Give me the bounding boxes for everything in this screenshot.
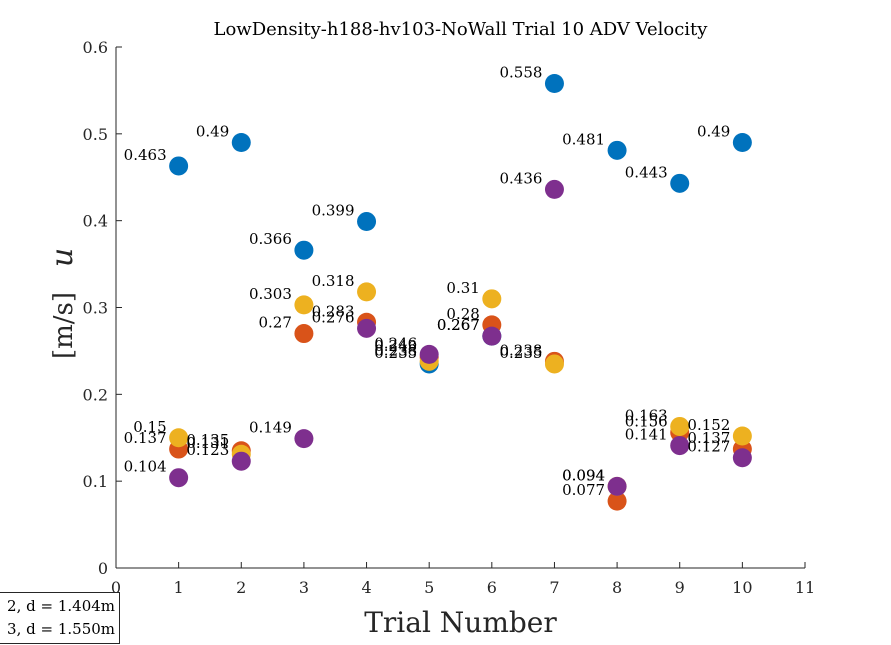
x-tick-label: 9 [675, 578, 685, 597]
data-label: 0.235 [374, 344, 417, 362]
data-label: 0.267 [437, 316, 480, 334]
x-tick-label: 10 [732, 578, 752, 597]
data-label: 0.141 [625, 426, 668, 444]
y-tick-label: 0.3 [83, 299, 108, 318]
x-tick-label: 7 [549, 578, 559, 597]
data-point [419, 344, 439, 364]
data-point [169, 428, 189, 448]
data-label: 0.238 [374, 341, 417, 359]
data-label: 0.135 [186, 431, 229, 449]
data-label: 0.137 [124, 429, 167, 447]
x-tick-label: 1 [174, 578, 184, 597]
data-label: 0.094 [562, 466, 605, 484]
data-point [732, 133, 752, 153]
legend: 2, d = 1.404m 3, d = 1.550m [0, 592, 120, 644]
data-point [482, 326, 502, 346]
data-label: 0.123 [186, 441, 229, 459]
data-label: 0.127 [687, 438, 730, 456]
data-label: 0.399 [312, 202, 355, 220]
data-label: 0.15 [133, 418, 166, 436]
data-label: 0.318 [312, 272, 355, 290]
data-label: 0.366 [249, 230, 292, 248]
data-label: 0.235 [500, 344, 543, 362]
data-label: 0.137 [687, 429, 730, 447]
data-label: 0.28 [446, 305, 479, 323]
data-label: 0.163 [625, 406, 668, 424]
data-label: 0.149 [249, 419, 292, 437]
data-point [169, 156, 189, 176]
data-label: 0.243 [374, 337, 417, 355]
data-point [544, 73, 564, 93]
data-label: 0.49 [697, 123, 730, 141]
y-tick-label: 0 [98, 559, 108, 578]
y-axis-unit: [m/s] [49, 292, 79, 359]
data-label: 0.443 [625, 163, 668, 181]
data-labels: 0.463 0.49 0.366 0.399 0.235 0.267 0.558 0.481 0… [124, 63, 731, 499]
data-label: 0.131 [186, 434, 229, 452]
data-label: 0.558 [500, 63, 543, 81]
data-point [294, 429, 314, 449]
data-point [732, 426, 752, 446]
data-label: 0.463 [124, 146, 167, 164]
data-label: 0.094 [562, 466, 605, 484]
y-axis-label-group: u [m/s] [45, 248, 80, 359]
data-point [544, 179, 564, 199]
x-tick-label: 2 [236, 578, 246, 597]
data-label: 0.104 [124, 458, 167, 476]
data-label: 0.238 [500, 341, 543, 359]
data-label: 0.303 [249, 285, 292, 303]
data-point [357, 282, 377, 302]
y-tick-label: 0.2 [83, 385, 108, 404]
data-point [231, 451, 251, 471]
y-tick-label: 0.4 [83, 212, 108, 231]
data-label: 0.156 [625, 413, 668, 431]
x-tick-label: 6 [487, 578, 497, 597]
data-label: 0.267 [437, 316, 480, 334]
x-tick-label: 11 [795, 578, 815, 597]
data-point [670, 173, 690, 193]
data-point [607, 476, 627, 496]
data-point [732, 448, 752, 468]
data-point [670, 416, 690, 436]
data-point [169, 468, 189, 488]
data-point [231, 133, 251, 153]
x-tick-label: 8 [612, 578, 622, 597]
chart-title: LowDensity-h188-hv103-NoWall Trial 10 AD… [214, 19, 709, 40]
data-point [357, 212, 377, 232]
data-label: 0.283 [312, 302, 355, 320]
data-point [544, 354, 564, 374]
y-tick-label: 0.6 [83, 38, 108, 57]
data-point [607, 491, 627, 511]
data-label: 0.49 [196, 123, 229, 141]
data-point [357, 318, 377, 338]
data-point [607, 140, 627, 160]
x-tick-label: 3 [299, 578, 309, 597]
data-label: 0.077 [562, 481, 605, 499]
data-point [670, 436, 690, 456]
data-point [294, 295, 314, 315]
data-point [482, 289, 502, 309]
data-point [294, 240, 314, 260]
x-axis-label: Trial Number [364, 606, 557, 639]
legend-entry: 3, d = 1.550m [7, 620, 115, 638]
y-tick-label: 0.5 [83, 125, 108, 144]
data-label: 0.481 [562, 130, 605, 148]
x-tick-label: 5 [424, 578, 434, 597]
x-tick-label: 4 [361, 578, 371, 597]
data-points [169, 73, 752, 511]
data-point [294, 324, 314, 344]
data-label: 0.436 [500, 169, 543, 187]
y-axis-label: u [45, 248, 80, 267]
data-label: 0.31 [446, 279, 479, 297]
axes: 0 1 2 3 4 5 6 7 8 9 10 11 0 0.1 0.2 0.3 0.4 0.5 0.6 [83, 38, 816, 597]
data-label: 0.276 [312, 308, 355, 326]
data-label: 0.152 [687, 416, 730, 434]
legend-entry: 2, d = 1.404m [7, 597, 115, 615]
data-label: 0.246 [374, 334, 417, 352]
data-label: 0.27 [259, 314, 292, 332]
x-tick-label: 0 [111, 578, 121, 597]
y-tick-label: 0.1 [83, 472, 108, 491]
